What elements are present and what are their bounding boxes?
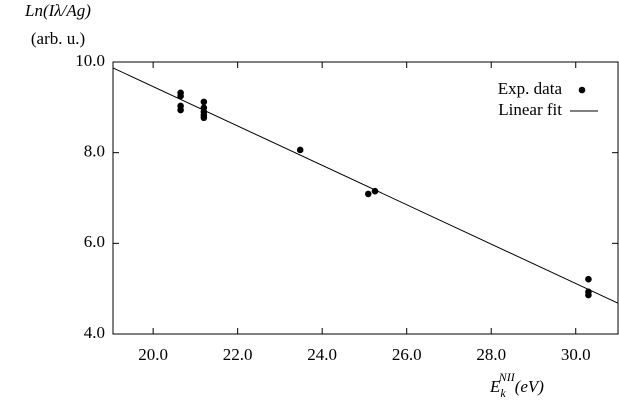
- data-point: [200, 98, 208, 106]
- y-tick-label: 6.0: [84, 232, 105, 251]
- legend-label: Exp. data: [498, 79, 563, 98]
- y-tick-label: 4.0: [84, 323, 105, 342]
- data-point: [296, 146, 304, 154]
- y-axis-label: Ln(Iλ/Ag): [24, 1, 91, 20]
- data-point: [585, 275, 592, 283]
- data-point: [200, 114, 208, 122]
- data-point: [585, 291, 592, 299]
- data-point: [177, 106, 184, 114]
- plot-frame: [112, 61, 619, 335]
- data-point: [364, 190, 372, 198]
- x-tick-label: 24.0: [307, 345, 337, 364]
- legend-label: Linear fit: [498, 100, 562, 119]
- x-axis-label: Ek NII(eV): [489, 370, 544, 400]
- fit-line: [112, 67, 619, 304]
- y-axis-unit: (arb. u.): [31, 29, 85, 48]
- legend-marker: [578, 86, 586, 94]
- x-tick-label: 20.0: [138, 345, 168, 364]
- x-tick-label: 28.0: [476, 345, 506, 364]
- x-label-sup: NII: [498, 370, 516, 384]
- x-label-base: E: [489, 377, 501, 396]
- x-label-rest: (eV): [515, 377, 545, 396]
- data-point: [177, 92, 184, 100]
- y-tick-label: 8.0: [84, 142, 105, 161]
- x-label-sub: k: [500, 386, 506, 400]
- x-tick-label: 22.0: [223, 345, 253, 364]
- y-tick-label: 10.0: [75, 51, 105, 70]
- x-tick-label: 30.0: [561, 345, 591, 364]
- x-tick-label: 26.0: [392, 345, 422, 364]
